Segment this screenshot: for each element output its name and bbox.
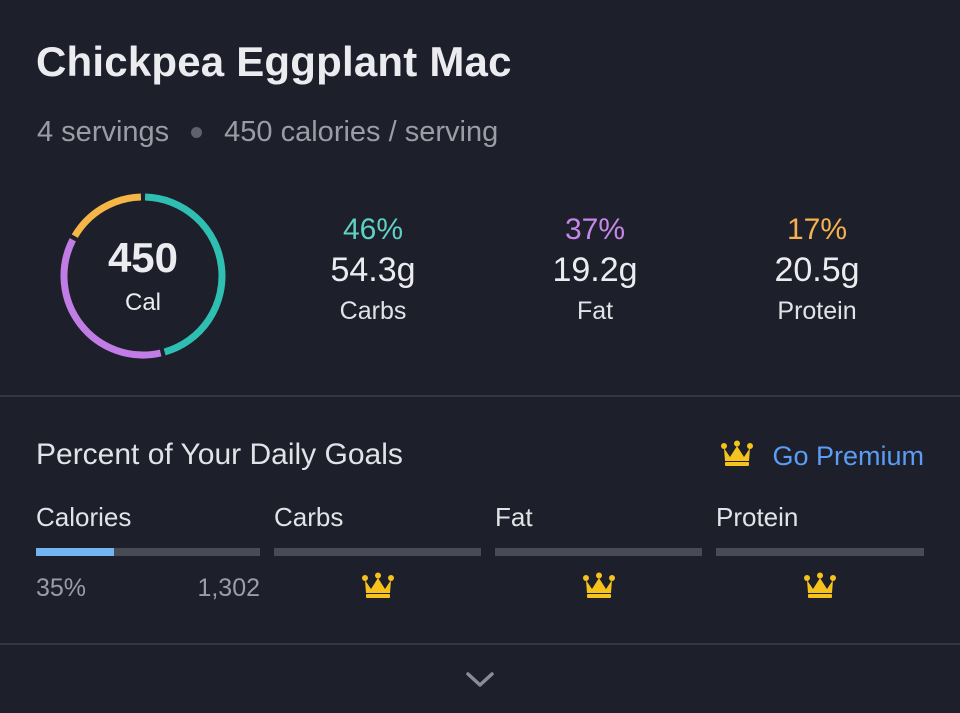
macro-fat: 37% 19.2g Fat	[495, 212, 695, 330]
calories-per-serving-text: 450 calories / serving	[224, 116, 499, 148]
goal-calories: Calories 35% 1,302	[36, 502, 260, 602]
goal-calories-progress-bar	[36, 548, 260, 556]
crown-icon	[582, 572, 616, 604]
macro-carbs: 46% 54.3g Carbs	[273, 212, 473, 330]
servings-text: 4 servings	[37, 116, 170, 148]
macro-fat-label: Fat	[576, 297, 614, 325]
section-divider	[0, 395, 960, 397]
macro-carbs-label: Carbs	[339, 297, 407, 325]
goal-fat-locked[interactable]	[495, 572, 702, 604]
goal-fat-label: Fat	[495, 502, 533, 532]
goal-fat: Fat	[495, 502, 702, 598]
macro-protein-grams: 20.5g	[774, 251, 860, 289]
crown-icon-graphic	[582, 572, 615, 598]
goal-calories-target: 1,302	[197, 574, 260, 602]
crown-icon	[803, 572, 837, 604]
crown-icon	[361, 572, 395, 604]
calorie-unit: Cal	[124, 289, 161, 316]
goal-carbs: Carbs	[274, 502, 481, 598]
goal-protein-progress-bar	[716, 548, 924, 556]
goal-calories-percent: 35%	[36, 574, 87, 602]
calorie-value: 450	[107, 234, 179, 281]
footer-divider	[0, 643, 960, 645]
macro-protein: 17% 20.5g Protein	[717, 212, 917, 330]
macro-fat-grams: 19.2g	[552, 251, 638, 289]
ring-segment-fat	[60, 238, 162, 359]
crown-icon-graphic	[804, 572, 836, 598]
goal-fat-progress-bar	[495, 548, 702, 556]
chevron-down-icon	[466, 672, 494, 687]
goal-protein-label: Protein	[716, 502, 799, 532]
ring-segment-carbs	[144, 193, 226, 356]
calorie-ring: 450 Cal	[58, 191, 228, 361]
crown-icon-graphic	[721, 440, 754, 466]
ring-segment-protein	[71, 193, 142, 238]
goal-carbs-locked[interactable]	[274, 572, 481, 604]
crown-icon-graphic	[361, 572, 394, 598]
separator-dot	[191, 127, 203, 138]
macro-protein-percent: 17%	[786, 213, 848, 246]
recipe-meta: 4 servings 450 calories / serving	[37, 116, 498, 149]
macro-protein-label: Protein	[777, 297, 857, 325]
recipe-title: Chickpea Eggplant Mac	[36, 38, 512, 85]
go-premium-button[interactable]: Go Premium	[720, 440, 924, 472]
goal-calories-progress-fill	[36, 548, 115, 556]
goal-protein-locked[interactable]	[716, 572, 924, 604]
calorie-ring-chart	[60, 193, 226, 359]
goal-carbs-label: Carbs	[274, 502, 344, 532]
goal-protein: Protein	[716, 502, 924, 598]
goal-calories-label: Calories	[36, 502, 132, 532]
macro-carbs-percent: 46%	[342, 213, 404, 246]
expand-button[interactable]	[464, 670, 496, 695]
macro-carbs-grams: 54.3g	[330, 251, 416, 289]
go-premium-label: Go Premium	[772, 440, 924, 471]
crown-icon	[720, 440, 754, 472]
daily-goals-title: Percent of Your Daily Goals	[36, 438, 403, 471]
goal-carbs-progress-bar	[274, 548, 481, 556]
macro-fat-percent: 37%	[564, 213, 626, 246]
